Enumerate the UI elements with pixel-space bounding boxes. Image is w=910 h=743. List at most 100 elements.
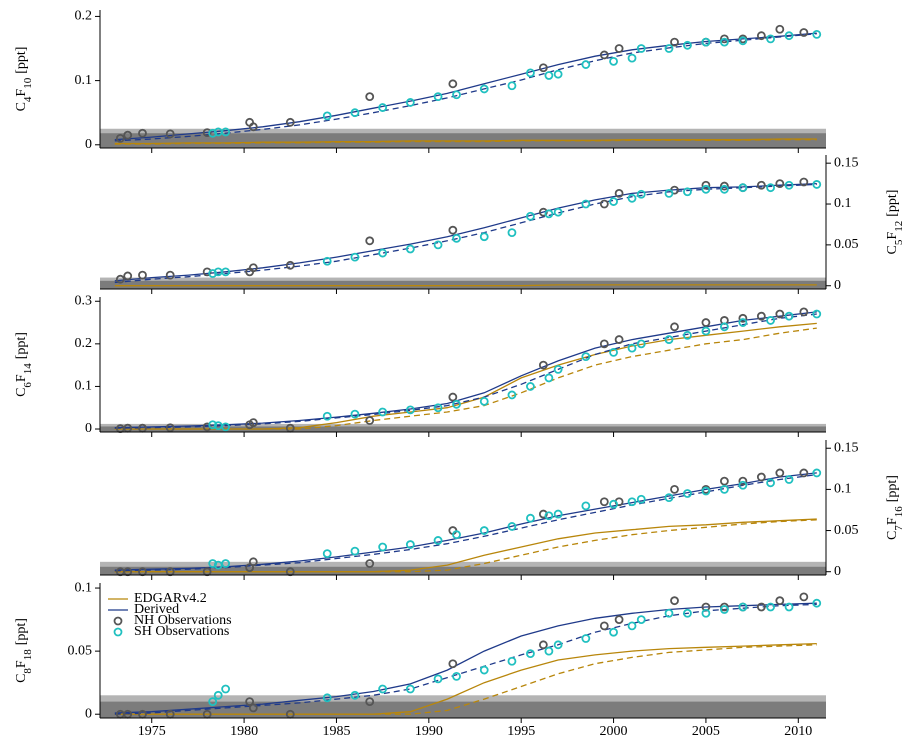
dashed-line <box>114 519 817 573</box>
observation <box>350 546 360 556</box>
y-tick-label: 0 <box>85 421 92 436</box>
y-tick-label: 0 <box>834 564 841 579</box>
observation <box>553 509 563 519</box>
y-axis-label-part: 8 <box>22 668 34 674</box>
observation <box>701 180 711 190</box>
observation <box>452 233 461 243</box>
y-axis-label-part: [ppt] <box>885 475 900 502</box>
y-axis-label-part: 14 <box>22 363 34 375</box>
observation <box>719 37 729 47</box>
y-tick-label: 0.1 <box>834 196 852 211</box>
y-tick-label: 0.05 <box>834 523 859 538</box>
observation <box>636 189 646 199</box>
observation <box>544 646 554 656</box>
observation <box>756 311 766 321</box>
observation <box>799 177 809 187</box>
y-tick-label: 0.1 <box>834 482 852 497</box>
observation <box>683 40 692 50</box>
observation <box>378 542 388 552</box>
observation <box>544 511 554 521</box>
observation <box>553 364 563 374</box>
observation <box>538 360 548 370</box>
observation <box>775 179 785 188</box>
y-axis-label-part: [ppt] <box>14 332 29 359</box>
observation <box>322 549 332 558</box>
y-axis-label-part: 18 <box>22 649 34 661</box>
x-tick-label: 1980 <box>230 724 258 739</box>
y-axis-label-part: 16 <box>893 506 905 518</box>
observation <box>322 111 332 121</box>
observation <box>479 232 489 242</box>
line <box>114 284 817 287</box>
observation <box>115 133 125 143</box>
observation <box>719 605 729 614</box>
observation <box>208 559 218 568</box>
y-axis-label: C5F12 [ppt] <box>885 190 904 255</box>
observation <box>784 311 794 321</box>
observation <box>221 559 231 568</box>
y-tick-label: 0 <box>85 137 92 152</box>
observation <box>553 640 563 650</box>
observation <box>378 248 388 258</box>
observation <box>701 37 711 47</box>
observation <box>553 69 563 79</box>
observation <box>627 343 637 353</box>
observation <box>350 252 360 262</box>
observation <box>322 693 332 703</box>
y-axis-label-part: F <box>885 517 900 525</box>
y-axis-label-part: [ppt] <box>14 47 29 74</box>
observation <box>350 108 360 118</box>
line <box>114 32 817 141</box>
observation <box>609 56 618 66</box>
observation <box>378 407 388 417</box>
detection-band-dark <box>100 566 826 575</box>
legend-label: NH Observations <box>134 613 232 628</box>
observation <box>405 540 415 549</box>
x-tick-label: 1975 <box>138 724 166 739</box>
y-axis-label-part: F <box>14 374 29 382</box>
observation <box>766 602 775 612</box>
observation <box>448 659 458 669</box>
x-tick-label: 2005 <box>692 724 720 739</box>
y-tick-label: 0.1 <box>75 73 93 88</box>
observation <box>378 103 388 112</box>
observation <box>553 207 563 217</box>
observation <box>614 615 624 624</box>
y-axis-label-part: 12 <box>893 221 905 232</box>
observation <box>812 180 822 189</box>
observation <box>812 468 822 478</box>
observation <box>719 184 729 194</box>
observation <box>248 418 258 428</box>
observation <box>213 690 223 700</box>
observation <box>526 649 535 659</box>
observation <box>784 31 794 41</box>
line <box>114 602 817 714</box>
observation <box>609 347 618 357</box>
observation <box>775 596 785 606</box>
observation <box>664 493 674 503</box>
observation <box>433 674 443 684</box>
observation <box>799 468 809 478</box>
dashed-line <box>114 33 817 142</box>
observation <box>322 256 332 266</box>
observation <box>433 240 443 250</box>
y-axis-label: C8F18 [ppt] <box>14 618 33 683</box>
observation <box>221 267 231 277</box>
observation <box>738 480 748 490</box>
observation <box>664 335 674 344</box>
observation <box>799 592 809 602</box>
observation <box>322 411 332 421</box>
observation <box>526 68 535 78</box>
detection-band-dark <box>100 280 826 289</box>
line <box>114 182 817 282</box>
observation <box>507 390 517 400</box>
observation <box>581 634 591 643</box>
observation <box>285 117 295 127</box>
observation <box>683 608 692 618</box>
y-tick-label: 0.1 <box>75 580 93 595</box>
observation <box>670 596 679 606</box>
observation <box>350 690 360 700</box>
dashed-line <box>114 473 817 572</box>
y-axis-label: C7F16 [ppt] <box>885 475 904 540</box>
